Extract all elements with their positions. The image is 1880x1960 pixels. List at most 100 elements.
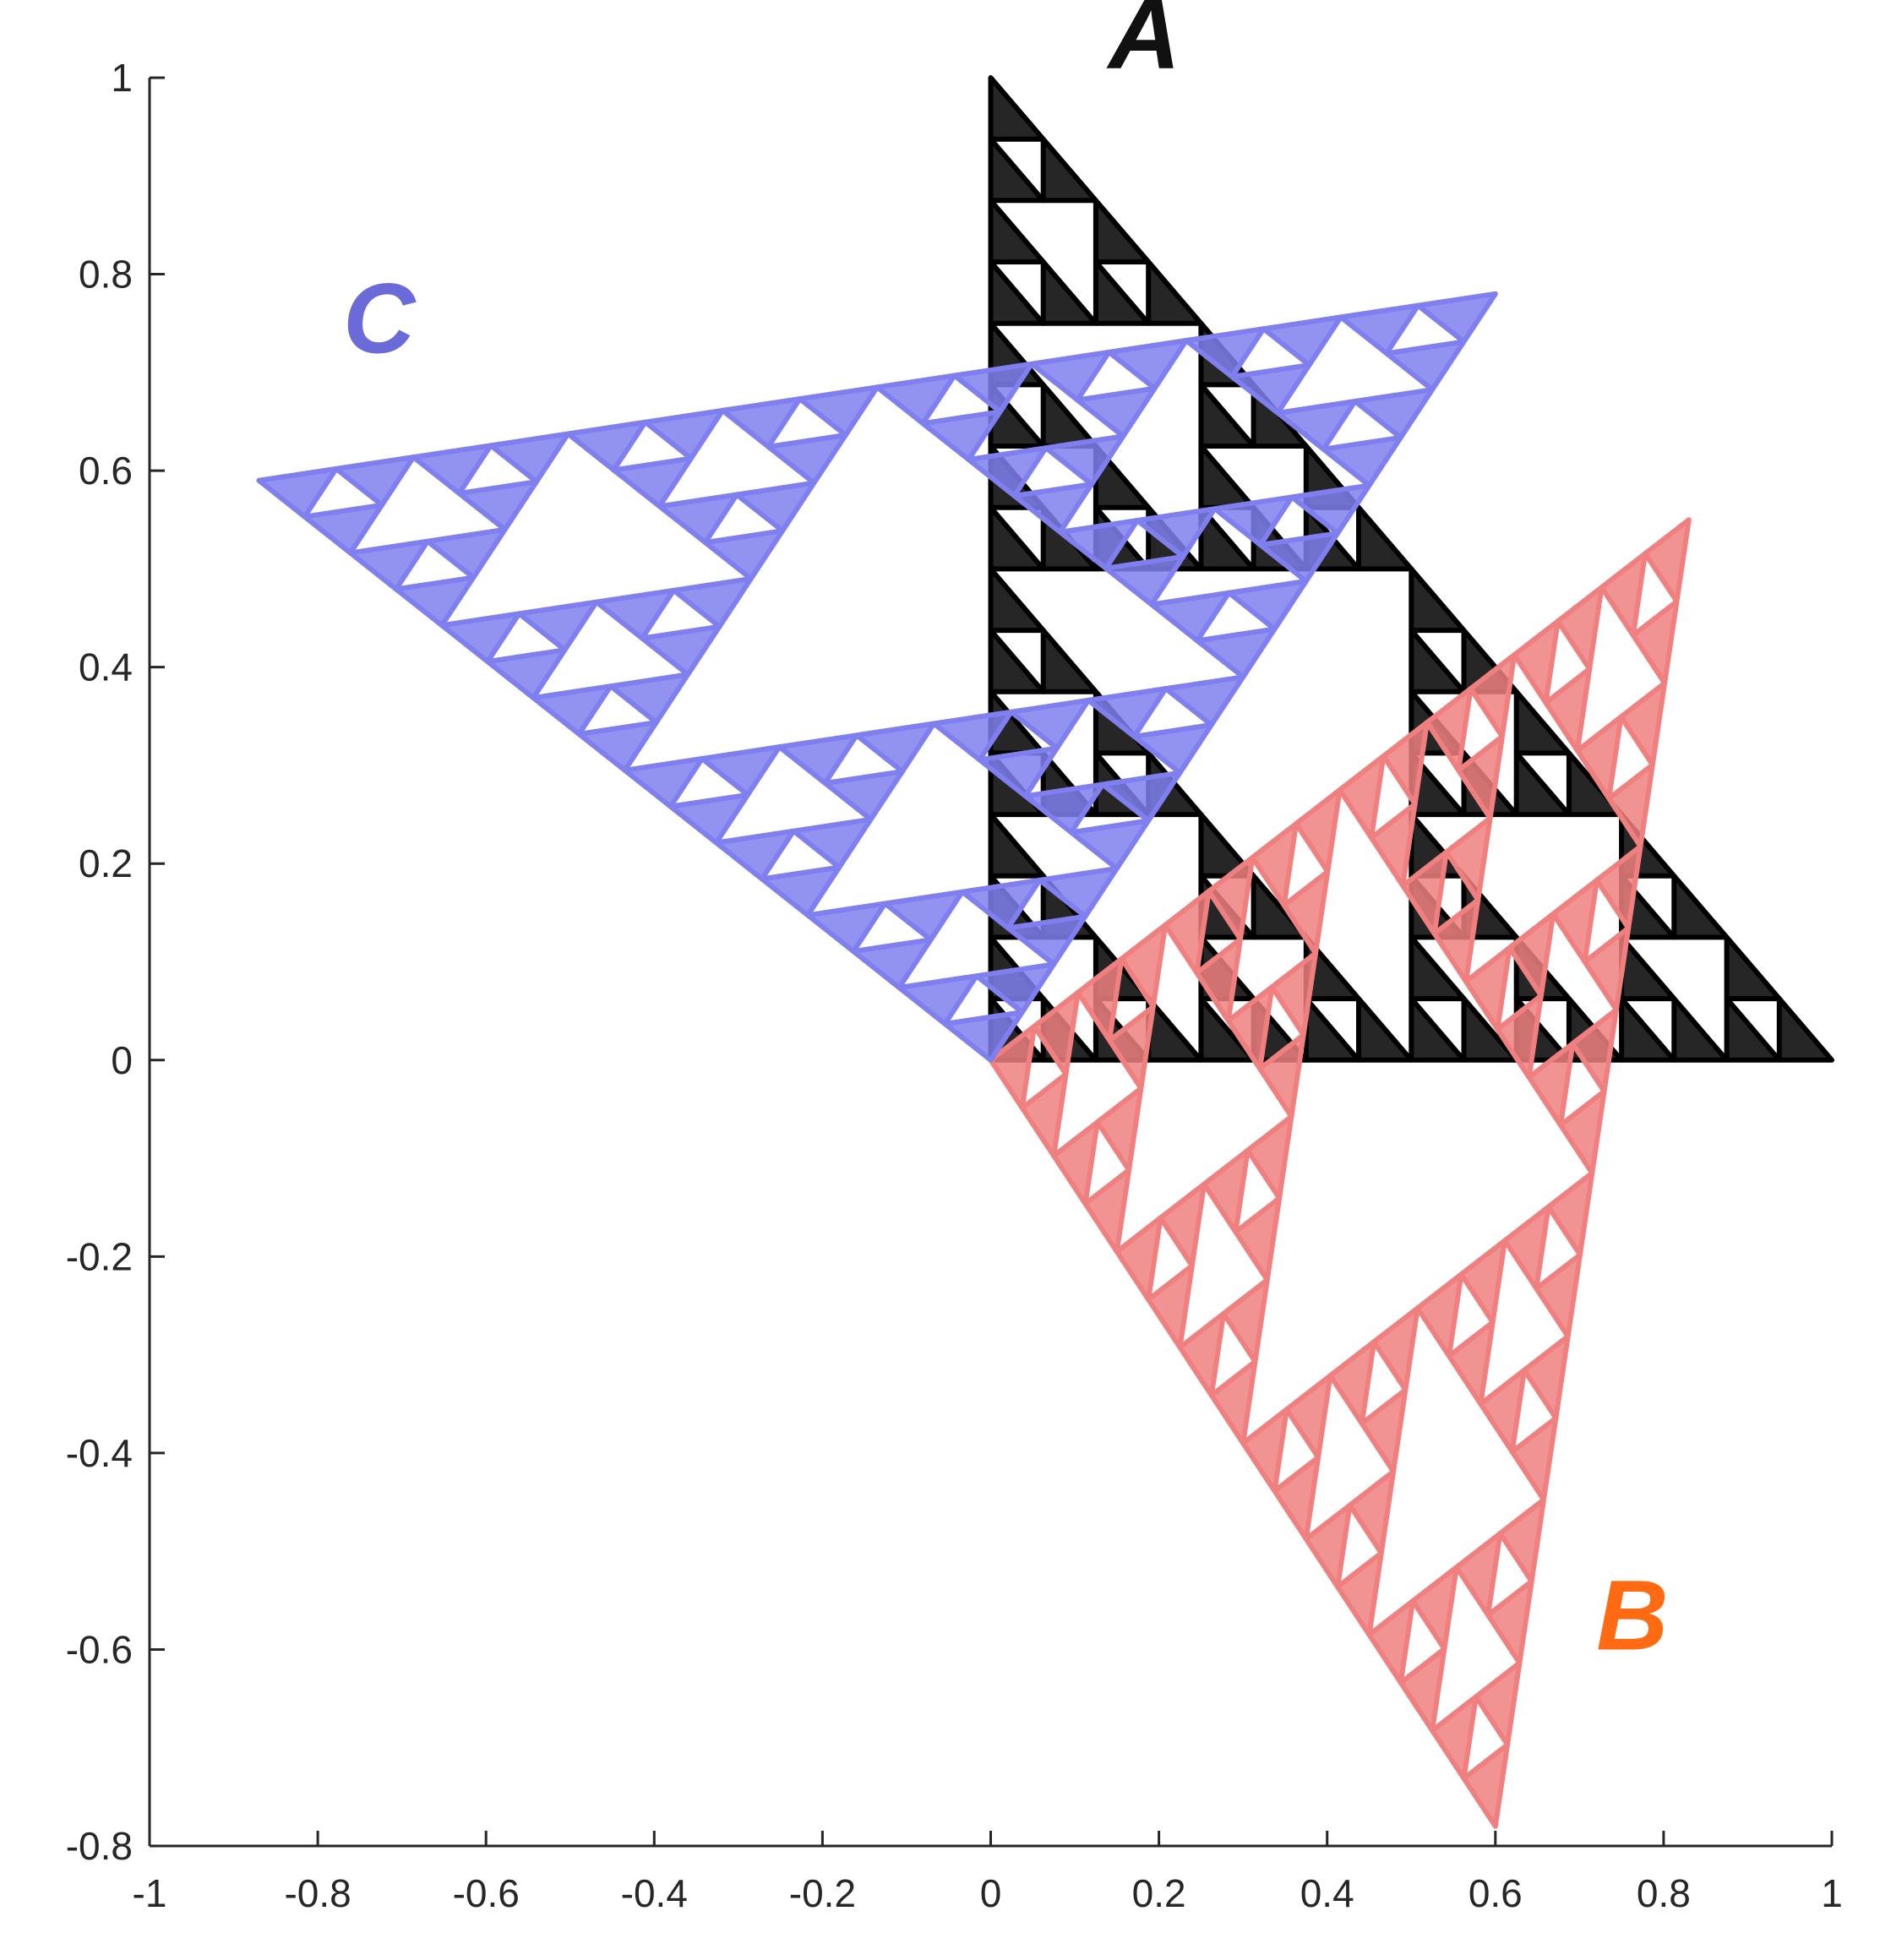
sierpinski-cell bbox=[968, 448, 1045, 496]
sierpinski-cell bbox=[991, 508, 1044, 569]
sierpinski-cell bbox=[1674, 999, 1726, 1060]
y-tick-label: 0.2 bbox=[79, 841, 133, 885]
sierpinski-cell bbox=[1674, 876, 1726, 938]
sierpinski-cell bbox=[533, 686, 611, 734]
sierpinski-cell bbox=[1621, 937, 1674, 999]
sierpinski-cell bbox=[991, 262, 1044, 324]
sierpinski-cell bbox=[1505, 1207, 1549, 1289]
sierpinski-cell bbox=[1077, 389, 1154, 437]
sierpinski-cell bbox=[1022, 1075, 1066, 1157]
sierpinski-cell bbox=[259, 469, 336, 517]
sierpinski-cell bbox=[1338, 1553, 1381, 1635]
sierpinski-cell bbox=[1621, 999, 1674, 1060]
sierpinski-cell bbox=[762, 868, 840, 916]
sierpinski-cell bbox=[1413, 1567, 1457, 1649]
x-tick-label: -0.4 bbox=[621, 1871, 688, 1915]
sierpinski-cell bbox=[877, 376, 955, 424]
sierpinski-cell bbox=[1186, 329, 1263, 377]
sierpinski-cell bbox=[857, 724, 935, 772]
sierpinski-cell bbox=[955, 364, 1032, 412]
sierpinski-cell bbox=[722, 399, 799, 447]
sierpinski-cell bbox=[800, 387, 878, 435]
sierpinski-cell bbox=[702, 747, 780, 795]
sierpinski-cell bbox=[1480, 1370, 1524, 1452]
sierpinski-cell bbox=[826, 771, 903, 819]
sierpinski-cell bbox=[351, 542, 428, 590]
sierpinski-cell bbox=[1500, 1500, 1544, 1582]
sierpinski-cell bbox=[673, 579, 751, 627]
sierpinski-cell bbox=[1633, 602, 1677, 683]
sierpinski-cell bbox=[1401, 1649, 1445, 1731]
sierpinski-cell bbox=[1621, 683, 1665, 765]
sierpinski-cell bbox=[1223, 1280, 1267, 1362]
x-tick-label: 0.2 bbox=[1132, 1871, 1186, 1915]
sierpinski-cell bbox=[1341, 306, 1418, 354]
sierpinski-cell bbox=[1229, 581, 1305, 629]
x-tick-label: -0.8 bbox=[284, 1871, 351, 1915]
sierpinski-cell bbox=[1370, 1601, 1414, 1683]
sierpinski-cell bbox=[1411, 999, 1463, 1060]
sierpinski-cell bbox=[1359, 508, 1411, 569]
sierpinski-cell bbox=[717, 831, 794, 879]
sierpinski-cell bbox=[1374, 1308, 1418, 1390]
sierpinski-cell bbox=[793, 819, 870, 868]
sierpinski-cell bbox=[442, 613, 520, 662]
y-tick-label: -0.2 bbox=[66, 1234, 133, 1278]
sierpinski-cell bbox=[1148, 262, 1201, 324]
sierpinski-cell bbox=[1109, 340, 1187, 389]
sierpinski-cell bbox=[625, 759, 702, 807]
sierpinski-cell bbox=[1287, 1375, 1331, 1457]
sierpinski-cell bbox=[1243, 1409, 1287, 1491]
sierpinski-cell bbox=[1350, 1472, 1394, 1554]
y-tick-label: -0.6 bbox=[66, 1627, 133, 1671]
sierpinski-cell bbox=[1517, 753, 1569, 814]
y-tick-label: -0.4 bbox=[66, 1431, 133, 1475]
sierpinski-cell bbox=[1411, 630, 1463, 692]
sierpinski-cell bbox=[336, 457, 413, 505]
sierpinski-cell bbox=[1340, 756, 1384, 838]
x-tick-label: 0.4 bbox=[1300, 1871, 1354, 1915]
sierpinski-cell bbox=[1180, 1314, 1224, 1396]
sierpinski-cell bbox=[1418, 1274, 1462, 1356]
sierpinski-cell bbox=[1476, 1663, 1520, 1745]
sierpinski-cell bbox=[1161, 1184, 1205, 1266]
sierpinski-cell bbox=[1447, 818, 1490, 900]
sierpinski-cell bbox=[642, 627, 720, 675]
sierpinski-cell bbox=[1609, 765, 1653, 847]
sierpinski-cell bbox=[1371, 804, 1415, 886]
sierpinski-cell bbox=[1779, 999, 1832, 1060]
sierpinski-cell bbox=[1727, 937, 1779, 999]
sierpinski-cell bbox=[1248, 1117, 1292, 1199]
sierpinski-cell bbox=[671, 795, 748, 843]
sierpinski-cell bbox=[885, 892, 962, 940]
sierpinski-cell bbox=[1411, 569, 1463, 630]
y-tick-label: 0.4 bbox=[79, 645, 133, 689]
sierpinski-cell bbox=[1201, 446, 1253, 508]
sierpinski-cell bbox=[1098, 1088, 1142, 1170]
y-tick-label: 0.8 bbox=[79, 253, 133, 297]
sierpinski-cell bbox=[1296, 790, 1340, 872]
sierpinski-cell bbox=[991, 139, 1044, 201]
x-tick-label: 0 bbox=[980, 1871, 1002, 1915]
x-tick-label: -0.6 bbox=[453, 1871, 520, 1915]
sierpinski-cell bbox=[899, 976, 977, 1024]
sierpinski-cell bbox=[1330, 1342, 1374, 1424]
sierpinski-cell bbox=[488, 650, 564, 698]
sierpinski-cell bbox=[1512, 1418, 1556, 1500]
sierpinski-cell bbox=[413, 445, 491, 493]
sierpinski-cell bbox=[991, 630, 1044, 692]
sierpinski-cell bbox=[579, 722, 657, 770]
sierpinski-cell bbox=[1362, 1390, 1406, 1472]
sierpinski-cell bbox=[491, 434, 569, 482]
sierpinski-cell bbox=[1514, 621, 1558, 703]
sierpinski-cell bbox=[660, 495, 738, 543]
sierpinski-cell bbox=[568, 422, 645, 471]
sierpinski-cell bbox=[1148, 1266, 1192, 1348]
sierpinski-cell bbox=[1602, 553, 1646, 635]
sierpinski-cell bbox=[1117, 1218, 1161, 1300]
sierpinski-cell bbox=[1086, 1170, 1130, 1252]
sierpinski-cell bbox=[991, 200, 1044, 262]
sierpinski-cell bbox=[1197, 629, 1275, 678]
sierpinski-cell bbox=[1558, 587, 1602, 669]
x-tick-label: 0.6 bbox=[1469, 1871, 1523, 1915]
